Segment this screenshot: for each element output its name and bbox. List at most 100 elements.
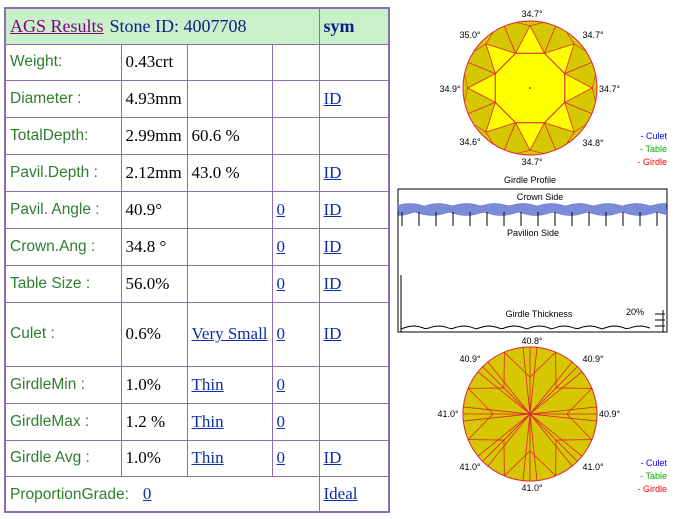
id-link[interactable]: ID bbox=[323, 199, 342, 219]
proportion-grade-label: ProportionGrade: bbox=[10, 485, 129, 503]
lower-girdle-line bbox=[467, 413, 494, 440]
row-label: TotalDepth: bbox=[4, 116, 122, 155]
upper-girdle-line bbox=[473, 43, 487, 52]
row-value: 40.9° bbox=[120, 190, 188, 229]
sym-header: sym bbox=[318, 7, 390, 45]
girdle-profile-box: Crown Side Pavilion Side Girdle Thicknes… bbox=[397, 188, 668, 333]
zero-link[interactable]: 0 bbox=[276, 411, 286, 431]
zero-link[interactable]: 0 bbox=[276, 448, 286, 467]
kite-line bbox=[503, 25, 517, 54]
zero-link[interactable]: 0 bbox=[276, 374, 286, 394]
kite-line bbox=[543, 25, 557, 54]
row-label: Pavil. Angle : bbox=[4, 190, 122, 229]
row-value-text: 40.9° bbox=[125, 199, 163, 219]
legend-table: - Table bbox=[640, 144, 667, 154]
bottom-legend: - Culet - Table - Girdle bbox=[637, 458, 667, 494]
table-facet bbox=[494, 52, 566, 124]
rating-link[interactable]: Thin bbox=[191, 374, 224, 394]
crown-side-label: Crown Side bbox=[517, 192, 564, 202]
pavilion-angle-label: 41.0° bbox=[459, 462, 481, 472]
zero-link-cell: 0 bbox=[271, 190, 320, 229]
profile-ticks bbox=[401, 212, 658, 226]
table-row: GirdleMin : 1.0% Thin 0 bbox=[4, 365, 390, 404]
row-label: Pavil.Depth : bbox=[4, 153, 122, 192]
row-label-text: Table Size : bbox=[10, 274, 91, 292]
zero-link-cell: 0 bbox=[271, 439, 320, 477]
girdle-thickness-line bbox=[400, 325, 651, 330]
kite-line bbox=[503, 122, 517, 151]
zero-link[interactable]: 0 bbox=[276, 236, 286, 256]
row-percent: 43.0 % bbox=[186, 153, 273, 192]
id-link[interactable]: ID bbox=[323, 162, 342, 182]
row-label-text: Weight: bbox=[10, 53, 63, 70]
rating-link[interactable]: Thin bbox=[191, 448, 224, 467]
ags-results-link[interactable]: AGS Results bbox=[10, 15, 104, 36]
id-link[interactable]: ID bbox=[323, 448, 342, 467]
row-value-text: 1.2 % bbox=[125, 411, 166, 431]
id-link-cell: ID bbox=[318, 439, 390, 477]
id-link-cell: ID bbox=[318, 153, 390, 192]
pavilion-main-facet bbox=[522, 413, 538, 482]
id-link-cell: ID bbox=[318, 79, 390, 118]
kite-line bbox=[467, 61, 496, 75]
sym-label: sym bbox=[323, 15, 355, 36]
upper-girdle-line bbox=[516, 22, 531, 26]
zero-link-cell: 0 bbox=[271, 264, 320, 303]
pavilion-angle-label: 40.9° bbox=[459, 354, 481, 364]
rating-link[interactable]: Very Small bbox=[191, 324, 268, 343]
pavilion-angle-label: 41.0° bbox=[521, 483, 543, 493]
row-label-text: GirdleMin : bbox=[10, 375, 85, 393]
zero-link-cell bbox=[271, 79, 320, 118]
pavilion-side-label: Pavilion Side bbox=[507, 228, 559, 238]
rating-link-cell: Thin bbox=[186, 439, 273, 477]
star-facet bbox=[543, 101, 575, 133]
legend-girdle: - Girdle bbox=[637, 157, 667, 167]
lower-girdle-line bbox=[566, 388, 593, 415]
table-row: Girdle Avg : 1.0% Thin 0 ID bbox=[4, 439, 390, 477]
table-row: TotalDepth: 2.99mm 60.6 % bbox=[4, 116, 390, 155]
id-link-cell bbox=[318, 402, 390, 441]
crown-angle-label: 34.8° bbox=[582, 138, 604, 148]
lower-girdle-line bbox=[566, 413, 593, 440]
legend-girdle-bottom: - Girdle bbox=[637, 484, 667, 494]
rating-link-cell: Very Small bbox=[186, 301, 273, 367]
id-link[interactable]: ID bbox=[323, 273, 342, 293]
upper-girdle-line bbox=[566, 31, 575, 45]
pavilion-main-facet bbox=[529, 361, 583, 415]
zero-link-cell bbox=[271, 116, 320, 155]
row-label-text: Girdle Avg : bbox=[10, 449, 90, 466]
row-label-text: Crown.Ang : bbox=[10, 237, 96, 255]
zero-link[interactable]: 0 bbox=[276, 273, 286, 293]
row-value-text: 4.93mm bbox=[125, 88, 182, 108]
zero-link[interactable]: 0 bbox=[276, 324, 286, 343]
kite-line bbox=[543, 122, 557, 151]
pavilion-ridge bbox=[482, 413, 531, 462]
row-label: Crown.Ang : bbox=[4, 227, 122, 266]
pavilion-main-facet bbox=[529, 406, 598, 422]
rating-link-cell: Thin bbox=[186, 402, 273, 441]
row-percent: 60.6 % bbox=[186, 116, 273, 155]
table-row: Pavil. Angle : 40.9° 0 ID bbox=[4, 190, 390, 229]
top-angle-labels: 34.7° 34.7° 34.7° 34.8° 34.7° 34.6° 34.9° 35.0° bbox=[439, 9, 620, 167]
rating-link[interactable]: Thin bbox=[191, 411, 224, 431]
zero-link[interactable]: 0 bbox=[276, 199, 286, 219]
id-link[interactable]: ID bbox=[323, 88, 342, 108]
row-label: Girdle Avg : bbox=[4, 439, 122, 477]
kite-line bbox=[564, 61, 593, 75]
legend-culet-bottom: - Culet bbox=[640, 458, 667, 468]
row-value: 1.0% bbox=[120, 365, 188, 404]
id-link[interactable]: ID bbox=[323, 236, 342, 256]
ideal-link[interactable]: Ideal bbox=[323, 483, 358, 503]
star-facet bbox=[564, 72, 594, 104]
row-label: Table Size : bbox=[4, 264, 122, 303]
crown-angle-label: 34.7° bbox=[582, 30, 604, 40]
row-label: Diameter : bbox=[4, 79, 122, 118]
id-link[interactable]: ID bbox=[323, 324, 342, 343]
id-link-cell: ID bbox=[318, 190, 390, 229]
kite-line bbox=[467, 101, 496, 115]
row-label-text: Culet : bbox=[10, 325, 55, 342]
row-value-text: 34.8 ° bbox=[125, 236, 167, 256]
table-row: Culet : 0.6% Very Small 0 ID bbox=[4, 301, 390, 367]
row-label-text: Pavil.Depth : bbox=[10, 163, 98, 181]
proportion-zero-link[interactable]: 0 bbox=[142, 483, 152, 503]
